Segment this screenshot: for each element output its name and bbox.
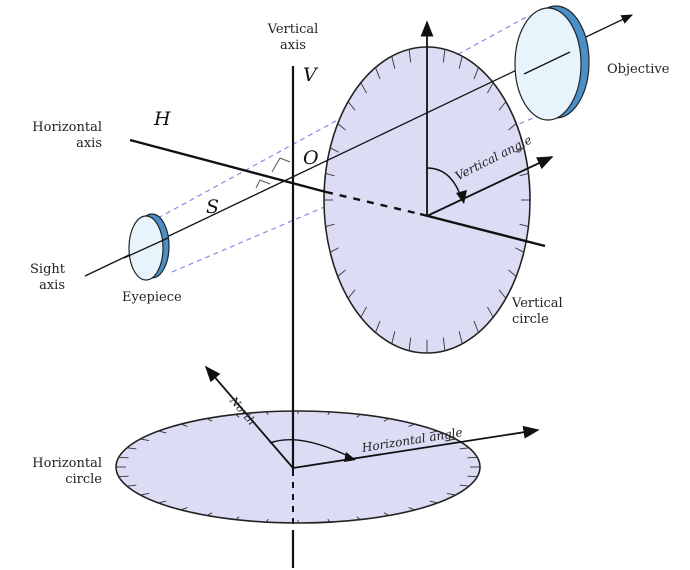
- vertical-angle-arrow: [426, 156, 554, 217]
- tick-mark: [126, 447, 137, 450]
- tick-mark: [266, 411, 269, 416]
- tick-mark: [519, 172, 529, 177]
- tick-mark: [180, 507, 188, 511]
- tick-mark: [458, 56, 463, 69]
- tick-mark: [467, 475, 478, 478]
- sight-axis-label: Sight axis: [30, 262, 65, 293]
- tick-mark: [118, 456, 129, 459]
- tick-mark: [327, 518, 330, 523]
- tick-mark: [487, 306, 494, 318]
- objective-label: Objective: [607, 62, 670, 77]
- tick-mark: [391, 331, 396, 344]
- horizontal-circle-label: Horizontal circle: [32, 456, 102, 487]
- tick-mark: [459, 484, 470, 487]
- tick-mark: [408, 337, 412, 351]
- tick-mark: [519, 223, 529, 228]
- tick-mark: [140, 438, 150, 441]
- tick-mark: [360, 306, 367, 318]
- tick-mark: [375, 67, 381, 80]
- tick-mark: [508, 269, 517, 277]
- eyepiece-label: Eyepiece: [122, 290, 182, 305]
- horizontal-axis-dashed: [325, 190, 421, 216]
- tick-mark: [337, 123, 346, 131]
- tick-mark: [206, 512, 213, 516]
- tick-mark: [459, 447, 470, 450]
- tick-mark: [375, 320, 381, 333]
- right-angle-marker-1: [271, 157, 291, 173]
- tick-mark: [508, 123, 517, 131]
- tick-mark: [329, 247, 339, 253]
- right-angle-marker-2: [255, 179, 271, 189]
- symbol-s: S: [206, 196, 220, 218]
- tick-mark: [458, 331, 463, 344]
- vertical-circle-label: Vertical circle: [512, 296, 563, 327]
- tick-mark: [158, 500, 167, 504]
- tick-mark: [408, 507, 416, 511]
- horizontal-circle-ticks: [116, 411, 480, 523]
- eyepiece-lens: [128, 213, 170, 281]
- tick-mark: [429, 430, 438, 434]
- tick-mark: [515, 247, 525, 253]
- tick-mark: [235, 414, 240, 418]
- tick-mark: [446, 438, 456, 441]
- symbol-h: H: [154, 108, 171, 130]
- symbol-o: O: [303, 147, 319, 169]
- tick-mark: [140, 493, 150, 496]
- tick-mark: [442, 49, 446, 63]
- tick-mark: [337, 269, 346, 277]
- tick-mark: [442, 337, 446, 351]
- objective-lens: [514, 5, 590, 121]
- tick-mark: [473, 320, 479, 333]
- horizontal-axis-label: Horizontal axis: [32, 120, 102, 151]
- tick-mark: [118, 475, 129, 478]
- tick-mark: [329, 147, 339, 153]
- tick-mark: [327, 411, 330, 416]
- tick-mark: [408, 49, 412, 63]
- tick-mark: [383, 512, 390, 516]
- tick-mark: [325, 223, 335, 228]
- tick-mark: [356, 414, 361, 418]
- vertical-axis-label: Vertical axis: [267, 22, 319, 53]
- tick-mark: [266, 518, 269, 523]
- tick-mark: [408, 423, 416, 427]
- tick-mark: [235, 516, 240, 520]
- tick-mark: [498, 289, 507, 299]
- tick-mark: [360, 82, 367, 94]
- tick-mark: [158, 430, 167, 434]
- tick-mark: [515, 147, 525, 153]
- tick-mark: [487, 82, 494, 94]
- horizontal-axis-end: [419, 212, 546, 248]
- tick-mark: [180, 423, 188, 427]
- tick-mark: [473, 67, 479, 80]
- tick-mark: [446, 493, 456, 496]
- tick-mark: [126, 484, 137, 487]
- tick-mark: [325, 172, 335, 177]
- tick-mark: [467, 456, 478, 459]
- horizontal-axis: [129, 138, 327, 194]
- tick-mark: [347, 101, 356, 111]
- symbol-v: V: [303, 64, 317, 86]
- tick-mark: [356, 516, 361, 520]
- tick-mark: [391, 56, 396, 69]
- tick-mark: [498, 101, 507, 111]
- horizontal-angle-arc: [269, 439, 353, 459]
- north-arrow: [204, 365, 294, 469]
- horizontal-angle-arrow: [292, 425, 540, 469]
- tick-mark: [429, 500, 438, 504]
- tick-mark: [206, 418, 213, 422]
- tick-mark: [347, 289, 356, 299]
- tick-mark: [383, 418, 390, 422]
